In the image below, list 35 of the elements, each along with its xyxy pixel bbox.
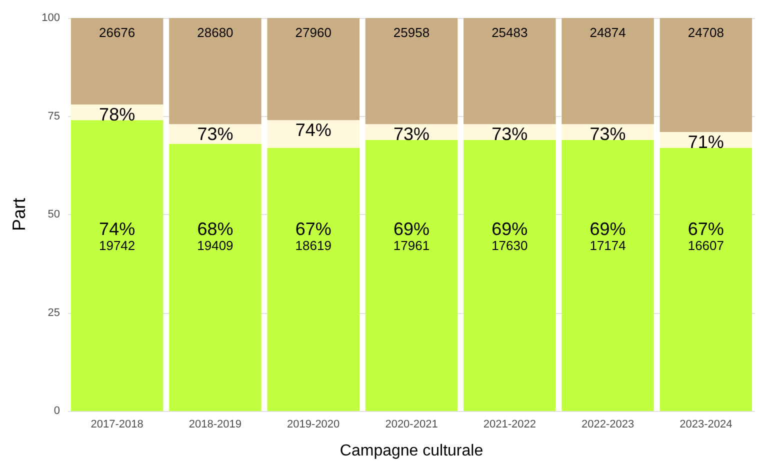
annotation: 78% bbox=[99, 104, 136, 124]
annotation: 24874 bbox=[590, 25, 626, 40]
y-tick-label: 100 bbox=[42, 12, 60, 24]
annotation: 74% bbox=[295, 120, 332, 140]
y-tick-label: 75 bbox=[48, 110, 60, 122]
y-tick-label: 25 bbox=[48, 306, 60, 319]
annotation: 25483 bbox=[492, 25, 528, 40]
data-label: 68% 19409 bbox=[197, 218, 234, 253]
x-tick-label: 2022-2023 bbox=[581, 418, 634, 430]
x-tick-label: 2021-2022 bbox=[483, 418, 536, 430]
annotation: 73% bbox=[590, 124, 626, 144]
data-label: 69% 17961 bbox=[393, 218, 430, 253]
annotation: 73% bbox=[492, 124, 528, 144]
annotation: 73% bbox=[393, 124, 430, 144]
annotation: 71% bbox=[688, 132, 724, 152]
data-label: 69% 17630 bbox=[492, 218, 528, 253]
annotation: 26676 bbox=[98, 25, 136, 40]
x-axis-title: Campagne culturale bbox=[340, 442, 484, 460]
data-label: 67% 16607 bbox=[688, 218, 724, 253]
y-axis-title: Part bbox=[9, 198, 29, 232]
annotation: 73% bbox=[197, 124, 234, 144]
annotation: 28680 bbox=[197, 25, 234, 40]
data-label: 74% 19742 bbox=[98, 218, 136, 253]
y-tick-label: 50 bbox=[48, 208, 60, 220]
x-tick-label: 2018-2019 bbox=[188, 418, 242, 430]
annotation: 24708 bbox=[688, 25, 724, 40]
annotation: 27960 bbox=[295, 25, 332, 40]
data-label: 69% 17174 bbox=[590, 218, 626, 253]
y-tick-label: 0 bbox=[54, 405, 60, 417]
x-tick-label: 2019-2020 bbox=[287, 418, 340, 430]
annotation: 25958 bbox=[393, 25, 430, 40]
x-tick-label: 2023-2024 bbox=[680, 418, 732, 430]
data-label: 67% 18619 bbox=[295, 218, 332, 253]
x-tick-label: 2020-2021 bbox=[385, 418, 438, 430]
x-tick-label: 2017-2018 bbox=[90, 418, 144, 430]
